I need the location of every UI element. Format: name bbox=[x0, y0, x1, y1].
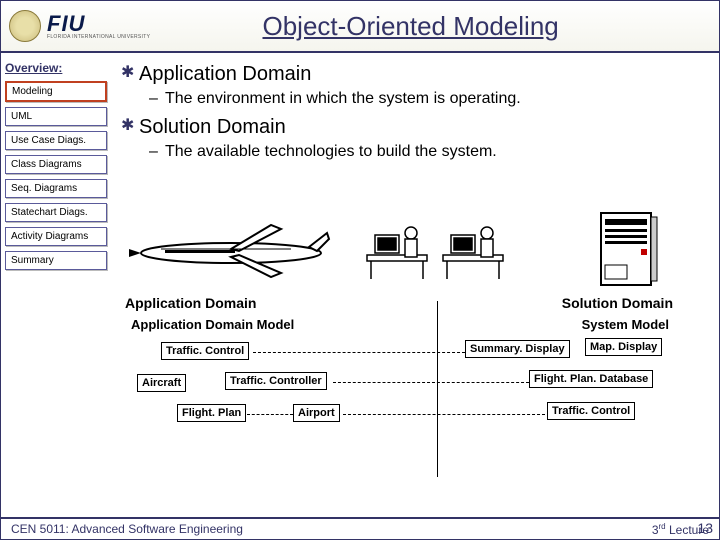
subbullet-text: The available technologies to build the … bbox=[165, 143, 497, 161]
system-model-label: System Model bbox=[441, 317, 681, 332]
diagram-boxes: Traffic. Control Aircraft Traffic. Contr… bbox=[121, 338, 681, 448]
box-map-display: Map. Display bbox=[585, 338, 662, 356]
slide-footer: CEN 5011: Advanced Software Engineering … bbox=[1, 517, 719, 539]
subbullet-text: The environment in which the system is o… bbox=[165, 90, 521, 108]
bullet-icon: ✱ bbox=[121, 116, 139, 139]
sidebar-item-statechart-diags-[interactable]: Statechart Diags. bbox=[5, 203, 107, 222]
lecture-ordinal: rd bbox=[659, 522, 666, 531]
sidebar-item-uml[interactable]: UML bbox=[5, 107, 107, 126]
course-label: CEN 5011: Advanced Software Engineering bbox=[11, 522, 243, 536]
dash-icon: – bbox=[149, 90, 165, 108]
bullet-title: Application Domain bbox=[139, 63, 311, 86]
solution-domain-header: Solution Domain bbox=[441, 295, 681, 311]
subbullet-solution-domain: – The available technologies to build th… bbox=[149, 143, 711, 161]
bullet-application-domain: ✱ Application Domain bbox=[121, 63, 711, 86]
bullet-title: Solution Domain bbox=[139, 116, 286, 139]
box-summary-display: Summary. Display bbox=[465, 340, 570, 358]
sidebar-item-class-diagrams[interactable]: Class Diagrams bbox=[5, 155, 107, 174]
box-flight-plan-database: Flight. Plan. Database bbox=[529, 370, 653, 388]
content-area: ✱ Application Domain – The environment i… bbox=[121, 63, 711, 169]
sidebar-item-modeling[interactable]: Modeling bbox=[5, 81, 107, 102]
sidebar-item-use-case-diags-[interactable]: Use Case Diags. bbox=[5, 131, 107, 150]
slide-header: FIU FLORIDA INTERNATIONAL UNIVERSITY Obj… bbox=[1, 1, 719, 53]
lecture-number: 3 bbox=[652, 523, 659, 537]
box-traffic-control-left: Traffic. Control bbox=[161, 342, 249, 360]
sidebar-item-seq-diagrams[interactable]: Seq. Diagrams bbox=[5, 179, 107, 198]
box-flight-plan: Flight. Plan bbox=[177, 404, 246, 422]
airplane-icon bbox=[121, 219, 331, 279]
university-seal-icon bbox=[9, 10, 41, 42]
workstations-icon bbox=[361, 215, 511, 285]
connector-line bbox=[343, 414, 545, 415]
domain-diagram: Application Domain Solution Domain Appli… bbox=[121, 295, 681, 448]
app-domain-model-label: Application Domain Model bbox=[121, 317, 441, 332]
app-domain-header: Application Domain bbox=[121, 295, 441, 311]
domain-headers: Application Domain Solution Domain bbox=[121, 295, 681, 311]
connector-line bbox=[333, 382, 529, 383]
server-icon bbox=[593, 209, 663, 291]
sidebar-item-summary[interactable]: Summary bbox=[5, 251, 107, 270]
subbullet-application-domain: – The environment in which the system is… bbox=[149, 90, 711, 108]
sidebar-heading: Overview: bbox=[5, 61, 113, 75]
connector-line bbox=[247, 414, 293, 415]
bullet-icon: ✱ bbox=[121, 63, 139, 86]
box-airport: Airport bbox=[293, 404, 340, 422]
slide-title: Object-Oriented Modeling bbox=[110, 11, 711, 42]
model-headers: Application Domain Model System Model bbox=[121, 317, 681, 332]
vertical-divider bbox=[437, 301, 438, 477]
box-aircraft: Aircraft bbox=[137, 374, 186, 392]
sidebar: Overview: Modeling UML Use Case Diags. Clas… bbox=[5, 61, 113, 275]
bullet-solution-domain: ✱ Solution Domain bbox=[121, 116, 711, 139]
page-number: 13 bbox=[697, 520, 713, 536]
clipart-row bbox=[121, 209, 701, 291]
sidebar-item-activity-diagrams[interactable]: Activity Diagrams bbox=[5, 227, 107, 246]
box-traffic-control-right: Traffic. Control bbox=[547, 402, 635, 420]
dash-icon: – bbox=[149, 143, 165, 161]
connector-line bbox=[253, 352, 465, 353]
box-traffic-controller: Traffic. Controller bbox=[225, 372, 327, 390]
